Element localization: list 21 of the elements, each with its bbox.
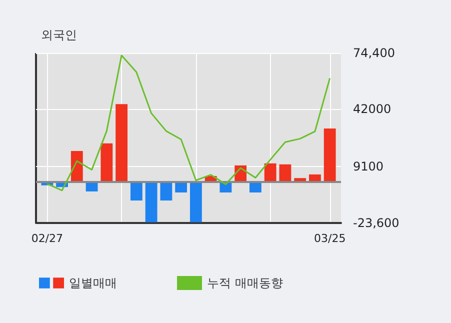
legend-label: 일별매매: [69, 276, 117, 290]
bar: [250, 182, 262, 192]
chart-title: 외국인: [41, 28, 77, 42]
bar: [324, 128, 336, 182]
x-tick-label: 03/25: [314, 232, 346, 245]
legend-label: 누적 매매동향: [207, 276, 283, 290]
line-series: [46, 54, 331, 192]
bar: [145, 182, 158, 222]
y-tick-label: 74,400: [353, 46, 395, 60]
bar: [190, 182, 202, 222]
bar: [100, 143, 113, 182]
y-tick-label: 42000: [353, 102, 392, 116]
bar: [264, 163, 276, 182]
bar: [160, 182, 172, 200]
bar: [175, 182, 188, 192]
bar: [279, 164, 292, 182]
x-tick-label: 02/27: [31, 232, 64, 245]
bar: [130, 182, 142, 200]
y-tick-label: -23,600: [353, 216, 400, 230]
bar: [116, 104, 128, 182]
y-tick-label: 9100: [353, 159, 384, 174]
